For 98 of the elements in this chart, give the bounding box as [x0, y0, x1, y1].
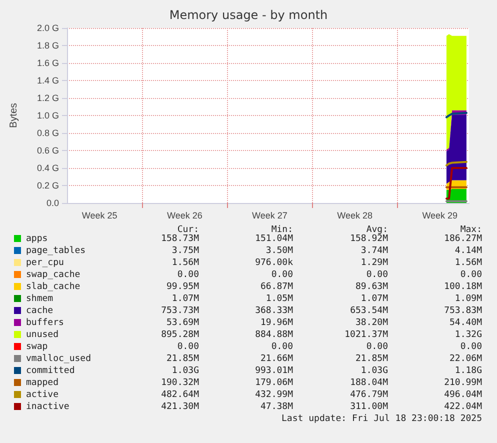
- legend-label: buffers: [26, 317, 64, 329]
- text: 66.87M: [260, 281, 293, 293]
- text: 653.54M: [350, 305, 388, 317]
- text: Avg:: [366, 224, 388, 235]
- text: 432.99M: [255, 389, 293, 401]
- text: 311.00M: [350, 401, 388, 413]
- text: 3.50M: [266, 245, 293, 257]
- text: 1.05M: [266, 293, 293, 305]
- text: 421.30M: [161, 401, 199, 413]
- legend-label: slab_cache: [26, 281, 80, 293]
- text: 1.07M: [172, 293, 199, 305]
- text: 99.95M: [166, 281, 199, 293]
- legend-label: page_tables: [26, 245, 86, 257]
- text: 368.33M: [255, 305, 293, 317]
- legend-label: active: [26, 389, 59, 401]
- text: 0.00: [366, 269, 388, 281]
- x-tick-label: Week 27: [252, 210, 288, 220]
- text: 1.56M: [172, 257, 199, 269]
- text: 158.92M: [350, 234, 388, 245]
- legend-label: cache: [26, 305, 54, 317]
- text: 47.38M: [260, 401, 293, 413]
- text: 0.00: [460, 269, 482, 281]
- text: 21.85M: [355, 353, 388, 365]
- text: 100.18M: [444, 281, 482, 293]
- text: 0.00: [366, 341, 388, 353]
- legend-label: vmalloc_used: [26, 353, 92, 365]
- legend-label: mapped: [26, 377, 59, 389]
- text: 1.03G: [172, 365, 199, 377]
- text: 753.73M: [161, 305, 199, 317]
- text: 1.32G: [454, 329, 482, 341]
- text: 19.96M: [260, 317, 293, 329]
- text: 482.64M: [161, 389, 199, 401]
- y-tick-label: 0.4 G: [36, 163, 59, 173]
- x-tick-label: Week 25: [82, 210, 118, 220]
- legend-label: shmem: [26, 293, 54, 305]
- text: 53.69M: [166, 317, 199, 329]
- legend-label: per_cpu: [26, 257, 64, 269]
- legend-label: unused: [26, 329, 59, 341]
- text: 1.29M: [360, 257, 388, 269]
- text: 89.63M: [355, 281, 388, 293]
- text: 422.04M: [444, 401, 482, 413]
- text: 188.04M: [350, 377, 388, 389]
- text: 21.85M: [166, 353, 199, 365]
- y-tick-label: 2.0 G: [36, 23, 59, 33]
- text: 0.00: [177, 269, 199, 281]
- text: 884.88M: [255, 329, 293, 341]
- text: Min:: [271, 224, 293, 235]
- y-axis-title: Bytes: [8, 102, 20, 128]
- legend-label: committed: [26, 365, 75, 377]
- text: 1.07M: [360, 293, 388, 305]
- y-tick-label: 0.6 G: [36, 146, 59, 156]
- text: 38.20M: [355, 317, 388, 329]
- y-tick-label: 1.2 G: [36, 93, 59, 103]
- text: 753.83M: [444, 305, 482, 317]
- y-tick-label: 0.8 G: [36, 128, 59, 138]
- text: 158.73M: [161, 233, 199, 245]
- legend-label: apps: [26, 233, 48, 245]
- text: 1.56M: [454, 257, 482, 269]
- text: 22.06M: [449, 353, 482, 365]
- text: 186.27M: [444, 233, 482, 245]
- text: 3.75M: [172, 245, 199, 257]
- text: 3.74M: [360, 245, 388, 257]
- legend-label: inactive: [26, 401, 70, 413]
- y-tick-label: 0.0: [46, 198, 59, 208]
- text: 496.04M: [444, 389, 482, 401]
- x-tick-label: Week 29: [422, 210, 458, 220]
- y-tick-label: 1.6 G: [36, 58, 59, 68]
- y-tick-label: 1.0 G: [36, 110, 59, 120]
- chart-title: Memory usage - by month: [169, 8, 328, 22]
- text: 54.40M: [449, 317, 482, 329]
- text: 0.00: [271, 269, 293, 281]
- y-tick-label: 1.8 G: [36, 40, 59, 50]
- text: 0.00: [271, 341, 293, 353]
- text: 21.66M: [260, 353, 293, 365]
- text: 993.01M: [255, 365, 293, 377]
- text: 0.00: [460, 341, 482, 353]
- text: 190.32M: [161, 377, 199, 389]
- text: 210.99M: [444, 377, 482, 389]
- text: Max:: [460, 224, 482, 235]
- legend-label: swap_cache: [26, 269, 80, 281]
- text: 895.28M: [161, 329, 199, 341]
- x-tick-label: Week 26: [166, 210, 202, 220]
- text: 1021.37M: [344, 329, 388, 341]
- text: 976.00k: [255, 257, 293, 269]
- y-tick-label: 1.4 G: [36, 76, 59, 86]
- text: 151.04M: [255, 233, 293, 245]
- y-tick-label: 0.2 G: [36, 180, 59, 190]
- text: 4.14M: [454, 245, 482, 257]
- text: 1.03G: [360, 365, 388, 377]
- legend-label: swap: [26, 341, 48, 353]
- x-tick-label: Week 28: [337, 210, 372, 220]
- text: 0.00: [177, 341, 199, 353]
- text: 476.79M: [350, 389, 388, 401]
- text: Cur:: [177, 224, 199, 235]
- text: 1.18G: [454, 365, 482, 377]
- text: Last update: Fri Jul 18 23:00:18 2025: [282, 413, 482, 425]
- text: 179.06M: [255, 377, 293, 389]
- text: 1.09M: [454, 293, 482, 305]
